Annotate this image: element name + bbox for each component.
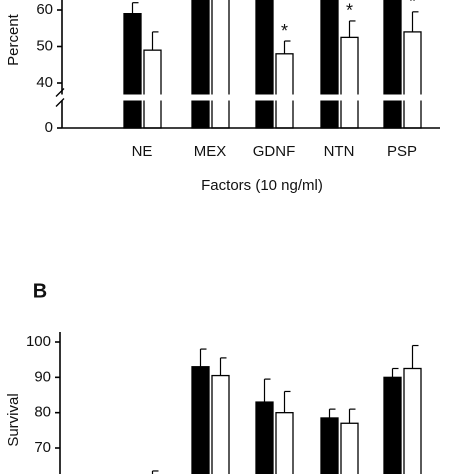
bar	[255, 0, 274, 129]
bar	[211, 0, 230, 129]
significance-marker: *	[409, 0, 416, 12]
bar	[255, 401, 274, 474]
x-tick-label: GDNF	[253, 143, 296, 160]
bar	[340, 36, 359, 129]
x-tick-label: NTN	[324, 143, 355, 160]
significance-marker: *	[346, 1, 353, 21]
bar	[403, 31, 422, 129]
bar	[320, 417, 339, 474]
bar	[275, 412, 294, 474]
bar	[211, 374, 230, 474]
y-axis-label: Survival	[5, 393, 22, 446]
x-tick-label: MEX	[194, 143, 227, 160]
y-tick-label: 60	[36, 1, 53, 18]
axis-break-mark	[55, 88, 65, 97]
bar	[383, 0, 402, 129]
bar	[143, 49, 162, 129]
bar	[275, 53, 294, 129]
y-tick-label: 40	[36, 74, 53, 91]
significance-marker: *	[281, 21, 288, 41]
y-tick-label: 90	[34, 368, 51, 385]
y-tick-label: 50	[36, 37, 53, 54]
y-tick-label: 80	[34, 404, 51, 421]
y-tick-label: 0	[45, 119, 53, 136]
bar	[191, 366, 210, 474]
y-tick-label: 70	[34, 439, 51, 456]
y-tick-label: 100	[26, 333, 51, 350]
y-axis-label: Percent	[5, 13, 22, 66]
bar	[403, 367, 422, 474]
bar	[191, 0, 210, 129]
x-axis-label: Factors (10 ng/ml)	[201, 177, 323, 194]
bar	[340, 422, 359, 474]
bar	[383, 376, 402, 474]
bar	[123, 12, 142, 129]
axis-break-gap	[54, 94, 440, 101]
x-tick-label: NE	[132, 143, 153, 160]
bar	[320, 0, 339, 129]
axis-break-mark	[55, 98, 65, 107]
panel-label: B	[33, 280, 47, 302]
x-tick-label: PSP	[387, 143, 417, 160]
